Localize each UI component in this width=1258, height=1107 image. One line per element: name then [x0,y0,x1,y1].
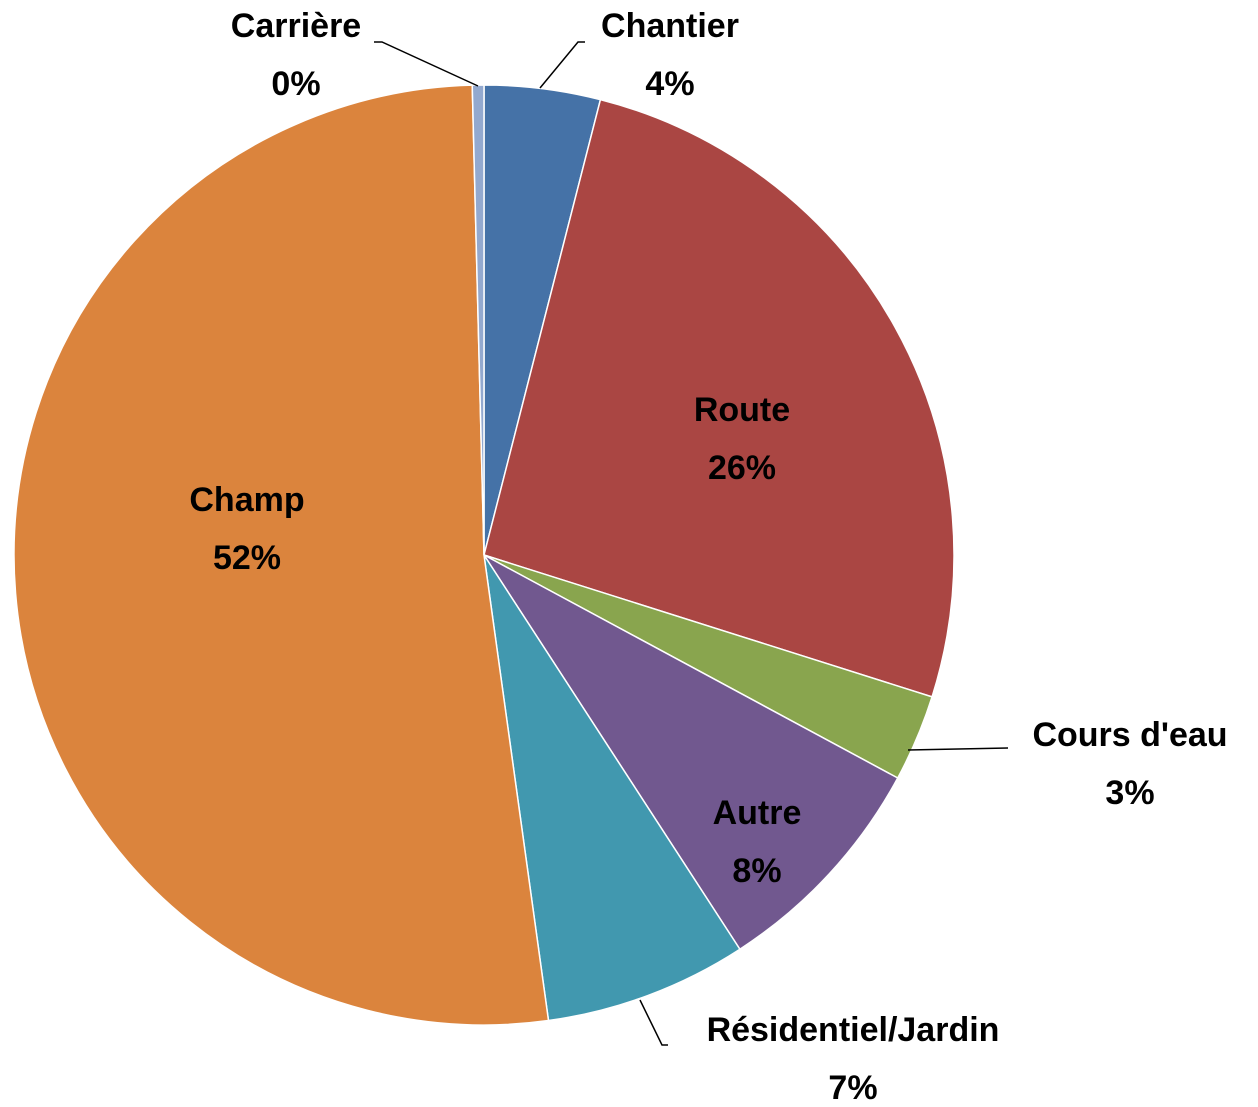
slice-value-label: 7% [828,1069,877,1107]
pie-slice [13,84,550,1026]
slice-value-label: 3% [1105,774,1154,812]
pie-slice [483,554,899,951]
leader-line [907,747,1009,751]
pie-slice [483,554,741,1022]
slice-value-label: 8% [732,852,781,890]
slice-value-label: 4% [645,65,694,103]
pie-slice [483,98,955,698]
pie-slice [471,84,485,556]
slice-label: Carrière [231,7,361,45]
leader-line [374,41,479,87]
slice-label: Route [694,391,790,429]
slice-label: Chantier [601,7,739,45]
slice-label: Autre [713,794,802,832]
leader-line [639,999,668,1046]
slice-value-label: 0% [271,65,320,103]
leader-line [539,41,585,89]
slice-label: Cours d'eau [1032,716,1227,754]
slice-value-label: 26% [708,449,776,487]
slice-label: Résidentiel/Jardin [707,1011,1000,1049]
slice-label: Champ [189,481,304,519]
slice-value-label: 52% [213,539,281,577]
